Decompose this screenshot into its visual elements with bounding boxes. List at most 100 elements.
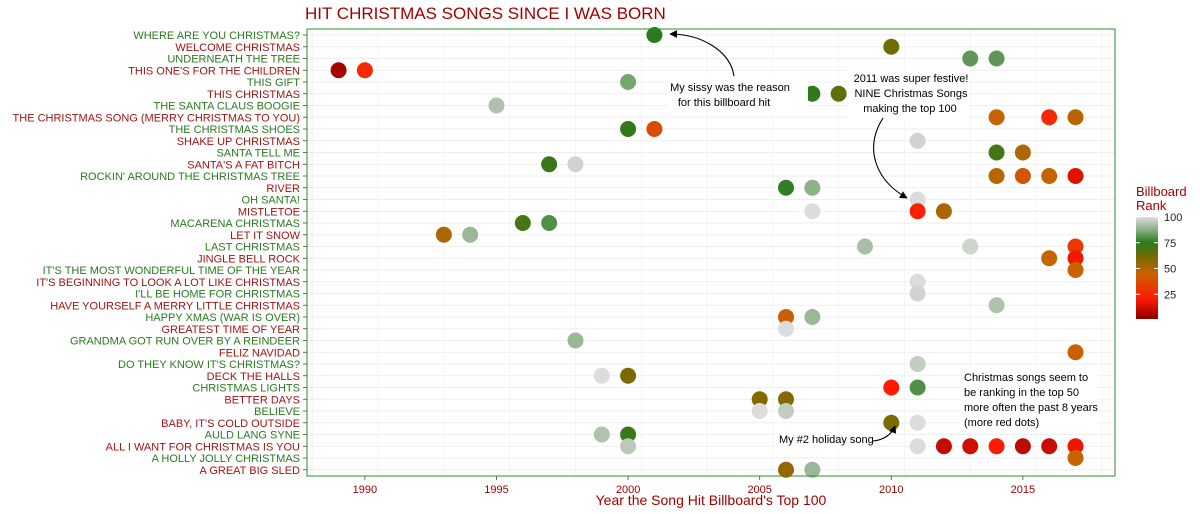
x-tick-label: 2015 [1011,484,1035,496]
song-dot [883,414,900,431]
song-dot [1014,438,1031,455]
song-dot [1067,450,1084,466]
y-tick-label: DECK THE HALLS [207,371,300,383]
song-dot [541,215,558,231]
song-dot [620,426,637,443]
song-dot [462,226,479,243]
song-dot [620,121,637,137]
annotation-trend: Christmas songs seem to be ranking in th… [960,368,1098,429]
y-tick-label: BETTER DAYS [224,394,300,406]
x-tick-label: 1995 [484,484,508,496]
annotation-trend-line-4: (more red dots) [964,417,1039,429]
y-tick-label: AULD LANG SYNE [205,430,300,442]
annotation-2011-line-1: 2011 was super festive! [854,73,969,85]
y-tick-label: GREATEST TIME OF YEAR [161,324,300,336]
x-tick-label: 2000 [616,484,640,496]
chart-title: HIT CHRISTMAS SONGS SINCE I WAS BORN [305,4,666,23]
song-dot [567,156,584,173]
y-tick-label: HAVE YOURSELF A MERRY LITTLE CHRISTMAS [50,300,300,312]
song-dot [1067,238,1084,255]
y-tick-label: FELIZ NAVIDAD [219,347,300,359]
annotation-sissy-line-2: for this billboard hit [678,97,770,109]
legend-tick-label: 25 [1164,289,1176,301]
song-dot [778,320,795,337]
song-dot [1067,109,1084,126]
y-tick-label: SANTA TELL ME [216,148,300,160]
legend: Billboard Rank 100 75 50 25 [1136,184,1187,319]
song-dot [541,156,558,173]
song-dot [646,121,663,137]
song-dot [435,226,452,243]
x-tick-label: 1990 [353,484,377,496]
annotation-trend-line-3: more often the past 8 years [964,402,1098,414]
y-tick-label: GRANDMA GOT RUN OVER BY A REINDEER [70,336,300,348]
song-dot [1041,168,1058,184]
song-dot [593,426,610,443]
x-axis-ticks: 1990 1995 2000 2005 2010 2015 [353,476,1035,496]
annotation-2011-line-3: making the top 100 [863,103,957,115]
song-dot [356,62,373,79]
song-dot [909,285,926,302]
song-dot [909,356,926,372]
song-dot [909,273,926,290]
song-dot [1067,344,1084,361]
song-dot [514,215,531,231]
song-dot [804,179,821,196]
y-tick-label: WELCOME CHRISTMAS [175,42,300,54]
song-dot [778,391,795,408]
y-tick-label: SHAKE UP CHRISTMAS [177,136,300,148]
annotation-favorite: My #2 holiday song [774,425,897,448]
song-dot [1014,168,1031,184]
y-tick-label: LAST CHRISTMAS [205,242,300,254]
y-tick-label: HAPPY XMAS (WAR IS OVER) [145,312,300,324]
y-tick-label: THE SANTA CLAUS BOOGIE [154,101,301,113]
song-dot [567,332,584,349]
song-dot [856,238,873,255]
song-dot [1067,262,1084,278]
legend-ticks: 100 75 50 25 [1136,212,1182,301]
y-tick-label: LET IT SNOW [230,230,301,242]
song-dot [962,238,979,255]
song-dot [804,85,821,102]
song-dot [988,438,1005,455]
y-tick-label: DO THEY KNOW IT'S CHRISTMAS? [118,359,300,371]
song-dot [988,297,1005,314]
x-axis-title: Year the Song Hit Billboard's Top 100 [596,492,827,508]
song-dot [804,203,821,220]
annotation-favorite-arrow [872,425,897,442]
song-dot [935,203,952,220]
legend-title-line-1: Billboard [1136,184,1187,199]
song-dot [330,62,347,79]
song-dot [883,379,900,396]
annotation-2011-arrow [873,117,908,199]
y-tick-label: THE CHRISTMAS SHOES [169,124,300,136]
annotation-2011: 2011 was super festive! NINE Christmas S… [848,70,970,199]
y-tick-label: MISTLETOE [238,206,300,218]
data-points [330,27,1084,478]
legend-colorbar [1136,217,1158,319]
y-axis-labels: WHERE ARE YOU CHRISTMAS?WELCOME CHRISTMA… [13,30,307,477]
y-tick-label: BELIEVE [254,406,300,418]
y-tick-label: A GREAT BIG SLED [200,465,301,477]
y-tick-label: OH SANTA! [242,195,300,207]
y-tick-label: THE CHRISTMAS SONG (MERRY CHRISTMAS TO Y… [13,112,300,124]
annotation-sissy-line-1: My sissy was the reason [670,82,790,94]
song-dot [1041,250,1058,267]
song-dot [909,191,926,208]
y-tick-label: IT'S BEGINNING TO LOOK A LOT LIKE CHRIST… [36,277,300,289]
annotation-trend-line-1: Christmas songs seem to [964,372,1088,384]
song-dot [1067,250,1084,267]
legend-tick-label: 75 [1164,238,1176,250]
song-dot [620,438,637,455]
y-tick-label: RIVER [266,183,300,195]
song-dot [620,74,637,90]
song-dot [804,309,821,325]
song-dot [909,379,926,396]
song-dot [488,97,505,114]
y-tick-label: SANTA'S A FAT BITCH [187,159,300,171]
y-tick-label: BABY, IT'S COLD OUTSIDE [161,418,300,430]
song-dot [988,109,1005,126]
song-dot [909,438,926,455]
y-tick-label: WHERE ARE YOU CHRISTMAS? [133,30,300,42]
